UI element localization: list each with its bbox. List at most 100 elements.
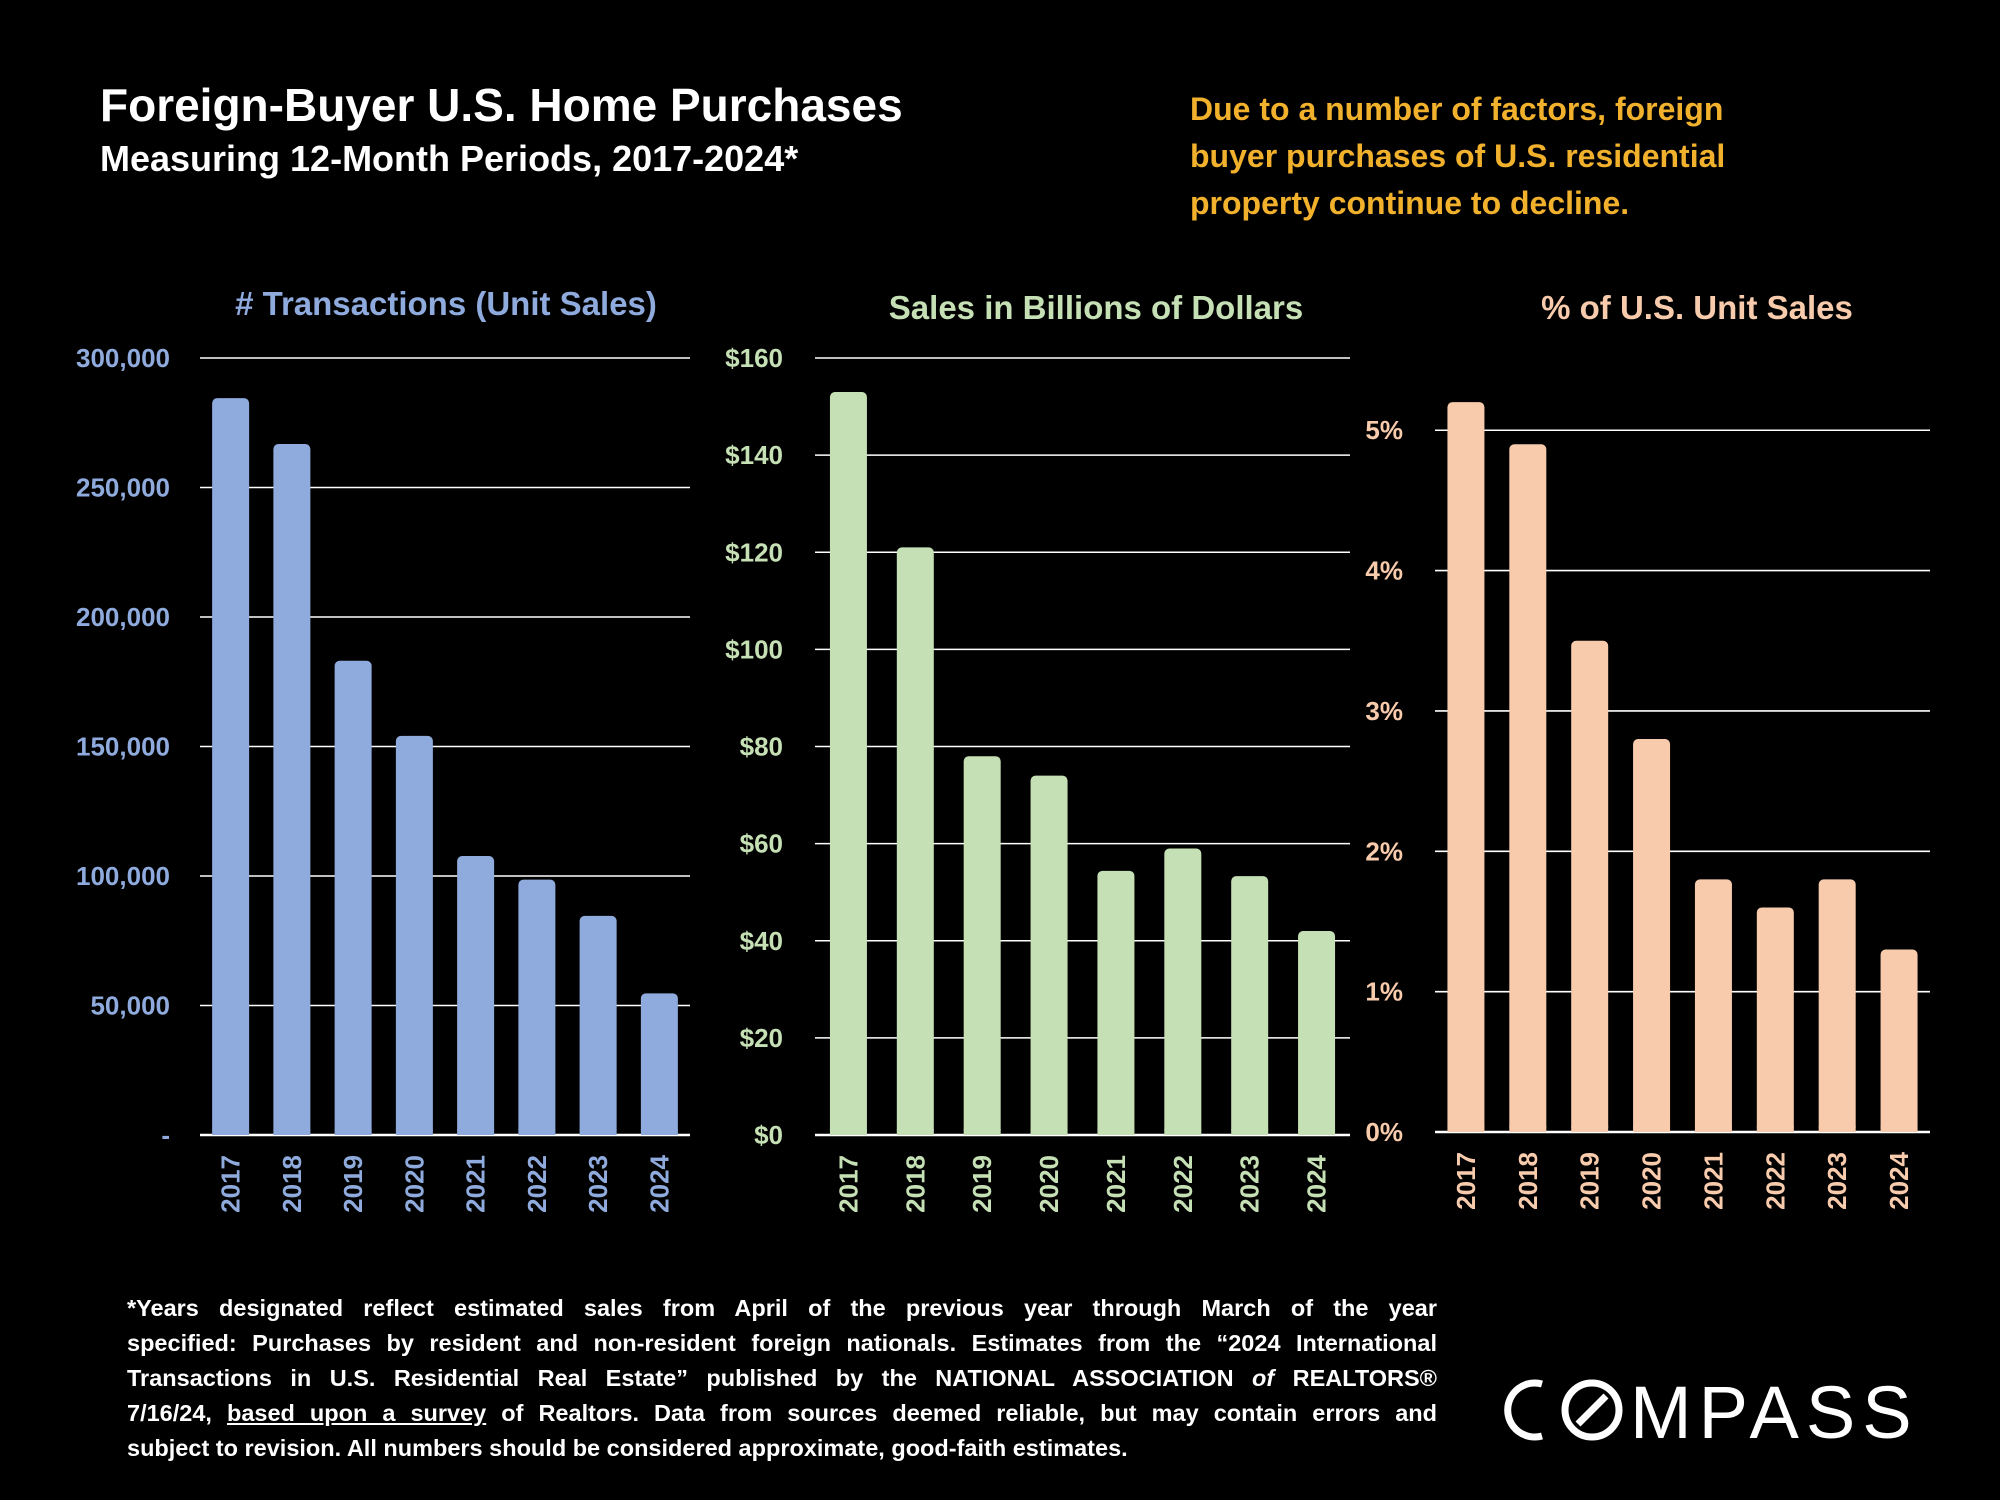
bar-base: [518, 1129, 556, 1135]
y-tick-label: 250,000: [76, 473, 170, 503]
compass-logo: MPASS: [1504, 1371, 1919, 1450]
y-tick-label: -: [161, 1120, 170, 1150]
x-tick-label: 2019: [967, 1155, 997, 1213]
bar-base: [640, 1129, 678, 1135]
bar-base: [395, 1129, 433, 1135]
y-tick-label: 150,000: [76, 732, 170, 762]
x-tick-label: 2019: [338, 1155, 368, 1213]
y-tick-label: $120: [725, 537, 783, 567]
bar-base: [1509, 1126, 1547, 1132]
bar-base: [212, 1129, 250, 1135]
y-tick-label: $60: [740, 829, 783, 859]
note-line: buyer purchases of U.S. residential: [1190, 138, 1726, 174]
logo-text-rest: MPASS: [1630, 1371, 1919, 1450]
page-subtitle: Measuring 12-Month Periods, 2017-2024*: [100, 138, 799, 179]
bar-base: [334, 1129, 372, 1135]
footnote-italic: of: [1251, 1365, 1275, 1391]
bar: [395, 735, 433, 1135]
chart-title: # Transactions (Unit Sales): [235, 285, 657, 322]
x-tick-label: 2024: [644, 1154, 674, 1212]
bar-base: [1880, 1126, 1918, 1132]
footnote-text: of Realtors. Data from sources deemed re…: [486, 1400, 1438, 1426]
y-tick-label: 0%: [1365, 1117, 1403, 1147]
x-tick-label: 2023: [583, 1155, 613, 1213]
bar: [1298, 931, 1336, 1135]
footnote: *Years designated reflect estimated sale…: [127, 1291, 1437, 1466]
bar: [1756, 907, 1794, 1132]
bar: [579, 915, 617, 1135]
bar-base: [1756, 1126, 1794, 1132]
note-line: Due to a number of factors, foreign: [1190, 91, 1724, 127]
bar: [963, 756, 1001, 1135]
y-tick-label: 4%: [1365, 556, 1403, 586]
x-tick-label: 2022: [1168, 1155, 1198, 1213]
bar: [1818, 879, 1856, 1132]
y-tick-label: 100,000: [76, 861, 170, 891]
bar: [640, 993, 678, 1135]
x-tick-label: 2023: [1822, 1152, 1852, 1210]
note-line: property continue to decline.: [1190, 185, 1630, 221]
bar: [1880, 949, 1918, 1132]
y-tick-label: $80: [740, 732, 783, 762]
x-tick-label: 2022: [1760, 1152, 1790, 1210]
bar: [1030, 775, 1068, 1135]
y-tick-label: $20: [740, 1023, 783, 1053]
y-tick-label: 2%: [1365, 836, 1403, 866]
bar-base: [1571, 1126, 1609, 1132]
bar: [1509, 444, 1547, 1132]
x-tick-label: 2018: [277, 1155, 307, 1213]
x-tick-label: 2021: [461, 1155, 491, 1213]
bar-base: [963, 1129, 1001, 1135]
bar: [518, 879, 556, 1135]
bar-base: [1818, 1126, 1856, 1132]
y-tick-label: $100: [725, 634, 783, 664]
footnote-text: 7/16/24,: [127, 1400, 227, 1426]
x-tick-label: 2017: [216, 1155, 246, 1213]
y-tick-label: $40: [740, 926, 783, 956]
bar-base: [1298, 1129, 1336, 1135]
bar-base: [1097, 1129, 1135, 1135]
bar-base: [1164, 1129, 1202, 1135]
footnote-survey-link[interactable]: based upon a survey: [226, 1400, 487, 1426]
x-tick-label: 2018: [900, 1155, 930, 1213]
bar-base: [1447, 1126, 1485, 1132]
x-tick-label: 2021: [1698, 1152, 1728, 1210]
bar: [457, 856, 495, 1135]
bar-base: [579, 1129, 617, 1135]
bar: [896, 547, 934, 1135]
bar: [1694, 879, 1732, 1132]
bar: [1447, 402, 1485, 1133]
x-tick-label: 2020: [1034, 1155, 1064, 1213]
x-tick-label: 2017: [833, 1155, 863, 1213]
bar: [212, 398, 250, 1135]
bar-base: [1231, 1129, 1269, 1135]
footnote-text: REALTORS®: [1274, 1365, 1437, 1391]
bar-base: [896, 1129, 934, 1135]
footnote-line: Transactions in U.S. Residential Real Es…: [127, 1361, 1437, 1396]
y-tick-label: 50,000: [90, 991, 170, 1021]
y-tick-label: 1%: [1365, 977, 1403, 1007]
bar-base: [273, 1129, 311, 1135]
x-tick-label: 2020: [399, 1155, 429, 1213]
bar: [1571, 640, 1609, 1132]
bar: [829, 391, 867, 1135]
y-tick-label: 200,000: [76, 602, 170, 632]
footnote-line: subject to revision. All numbers should …: [127, 1435, 1128, 1461]
y-tick-label: $140: [725, 440, 783, 470]
x-tick-label: 2020: [1637, 1152, 1667, 1210]
bar: [1231, 876, 1269, 1135]
commentary-note: Due to a number of factors, foreign buye…: [1190, 86, 1810, 227]
bar: [1164, 848, 1202, 1135]
x-tick-label: 2017: [1451, 1152, 1481, 1210]
bar-base: [829, 1129, 867, 1135]
footnote-line: *Years designated reflect estimated sale…: [127, 1295, 1437, 1321]
charts-canvas: # Transactions (Unit Sales) - 50,000 100,00…: [76, 285, 1930, 1213]
footnote-text: Transactions in U.S. Residential Real Es…: [127, 1365, 1252, 1391]
bar-base: [1030, 1129, 1068, 1135]
y-tick-label: 5%: [1365, 415, 1403, 445]
x-tick-label: 2018: [1513, 1152, 1543, 1210]
x-tick-label: 2022: [522, 1155, 552, 1213]
x-tick-label: 2023: [1235, 1155, 1265, 1213]
page-title: Foreign-Buyer U.S. Home Purchases: [100, 79, 903, 131]
x-tick-label: 2019: [1575, 1152, 1605, 1210]
